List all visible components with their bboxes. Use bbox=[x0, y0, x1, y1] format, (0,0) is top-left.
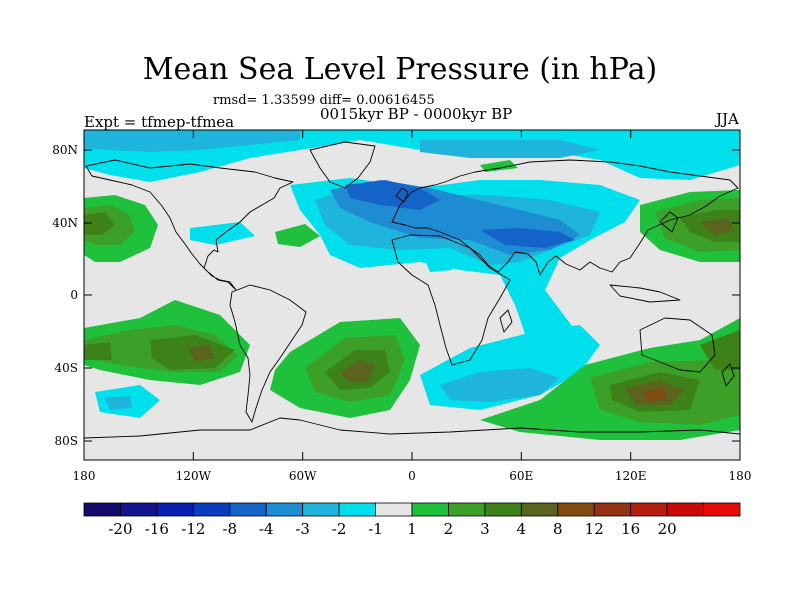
coast-madagascar bbox=[499, 309, 513, 333]
colorbar bbox=[83, 502, 741, 517]
colorbar-label: 3 bbox=[480, 520, 490, 538]
coast-south-america bbox=[229, 284, 307, 423]
lon-label-0: 180 bbox=[73, 469, 96, 483]
colorbar-swatch bbox=[557, 502, 595, 517]
lon-label-1: 120W bbox=[176, 469, 212, 483]
colorbar-label: -3 bbox=[295, 520, 310, 538]
colorbar-swatch bbox=[703, 502, 741, 517]
colorbar-swatch bbox=[375, 502, 413, 517]
lon-label-2: 60W bbox=[289, 469, 317, 483]
colorbar-swatch bbox=[484, 502, 522, 517]
colorbar-label: 16 bbox=[621, 520, 640, 538]
colorbar-label: 1 bbox=[407, 520, 417, 538]
coast-japan bbox=[659, 211, 679, 233]
lon-label-3: 0 bbox=[408, 469, 416, 483]
colorbar-swatch bbox=[302, 502, 340, 517]
positive-anomaly-south-pacific bbox=[84, 300, 250, 385]
colorbar-swatch bbox=[156, 502, 194, 517]
stats-subtitle: rmsd= 1.33599 diff= 0.00616455 bbox=[213, 93, 435, 108]
colorbar-swatch bbox=[229, 502, 267, 517]
positive-anomaly-south-atlantic bbox=[270, 318, 420, 418]
colorbar-label: -12 bbox=[181, 520, 205, 538]
colorbar-label: -4 bbox=[259, 520, 274, 538]
plot-area bbox=[84, 130, 740, 460]
map-title: Mean Sea Level Pressure (in hPa) bbox=[142, 52, 658, 87]
season-label: JJA bbox=[716, 110, 739, 128]
negative-anomaly-eurasia bbox=[290, 178, 640, 360]
colorbar-swatch bbox=[593, 502, 632, 517]
coast-indonesia bbox=[609, 284, 681, 303]
lon-label-4: 60E bbox=[509, 469, 533, 483]
axis-ticks bbox=[83, 130, 741, 460]
negative-patch-caribbean bbox=[190, 222, 255, 245]
lat-label-0: 80N bbox=[52, 143, 78, 157]
colorbar-label: 12 bbox=[585, 520, 604, 538]
colorbar-swatch bbox=[192, 502, 231, 517]
negative-anomaly-arctic bbox=[84, 130, 740, 182]
colorbar-swatch bbox=[120, 502, 158, 517]
colorbar-label: 4 bbox=[517, 520, 527, 538]
colorbar-label: -1 bbox=[368, 520, 383, 538]
negative-patch-atlantic bbox=[425, 258, 452, 272]
lon-label-5: 120E bbox=[615, 469, 647, 483]
coast-antarctica bbox=[84, 417, 740, 439]
latitude-labels: 80N 40N 0 40S 80S bbox=[52, 143, 78, 448]
positive-anomaly-north-pacific-east bbox=[640, 190, 740, 262]
coast-eurasia bbox=[391, 159, 739, 276]
negative-anomaly-southern-ocean bbox=[95, 325, 600, 418]
colorbar-label: -2 bbox=[332, 520, 347, 538]
coast-uk bbox=[395, 187, 409, 203]
colorbar-label: -8 bbox=[222, 520, 237, 538]
colorbar-swatch bbox=[83, 502, 121, 517]
longitude-labels: 180 120W 60W 0 60E 120E 180 bbox=[73, 469, 752, 483]
period-subtitle: 0015kyr BP - 0000kyr BP bbox=[320, 105, 513, 123]
lat-label-1: 40N bbox=[52, 216, 78, 230]
colorbar-label: 20 bbox=[658, 520, 677, 538]
colorbar-label: 8 bbox=[553, 520, 563, 538]
lat-label-3: 40S bbox=[55, 361, 79, 375]
coast-greenland bbox=[309, 141, 376, 189]
colorbar-swatch bbox=[520, 502, 559, 517]
lon-label-6: 180 bbox=[729, 469, 752, 483]
colorbar-swatch bbox=[265, 502, 304, 517]
positive-anomaly-north-pacific-west bbox=[84, 195, 158, 262]
colorbar-swatch bbox=[411, 502, 449, 517]
coast-new-zealand bbox=[721, 363, 735, 387]
positive-patch-arctic bbox=[480, 160, 518, 172]
coast-australia bbox=[639, 317, 716, 373]
colorbar-swatch bbox=[448, 502, 486, 517]
coastlines bbox=[84, 141, 740, 439]
positive-patch-atlantic bbox=[275, 224, 320, 247]
colorbar-swatch bbox=[630, 502, 668, 517]
colorbar-swatch bbox=[338, 502, 376, 517]
colorbar-label: -20 bbox=[108, 520, 132, 538]
colorbar-label: -16 bbox=[145, 520, 169, 538]
lat-label-2: 0 bbox=[70, 288, 78, 302]
coast-north-america bbox=[85, 159, 294, 291]
colorbar-label: 2 bbox=[444, 520, 454, 538]
lat-label-4: 80S bbox=[55, 434, 79, 448]
coast-africa bbox=[391, 234, 511, 366]
positive-anomaly-indian-australia bbox=[480, 318, 740, 440]
experiment-label: Expt = tfmep-tfmea bbox=[84, 113, 235, 131]
colorbar-swatch bbox=[666, 502, 704, 517]
colorbar-labels: -20 -16 -12 -8 -4 -3 -2 -1 1 2 3 4 8 12 16 20 bbox=[108, 520, 676, 538]
